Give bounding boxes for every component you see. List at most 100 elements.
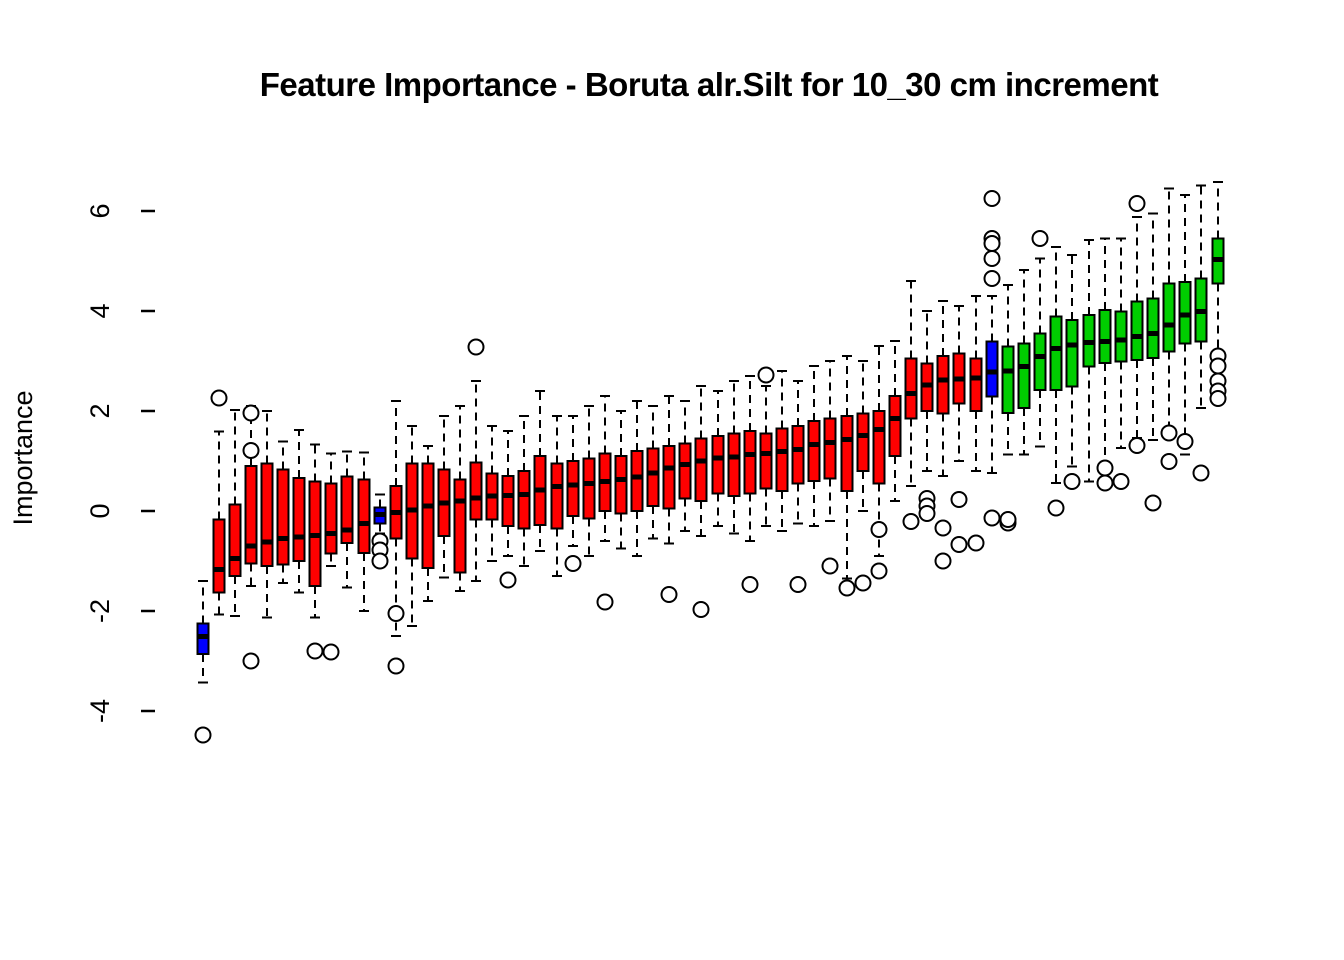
boxplot	[1144, 212, 1162, 512]
boxplot	[194, 580, 212, 744]
boxplot	[1128, 195, 1146, 454]
boxplot	[999, 284, 1017, 532]
boxplot	[357, 451, 371, 612]
box-iqr	[662, 445, 676, 510]
outlier-point	[821, 557, 839, 575]
outlier-point	[967, 534, 985, 552]
outlier-point	[660, 586, 678, 603]
box-iqr	[823, 417, 837, 480]
outlier-point	[1128, 195, 1146, 212]
boxplot	[340, 450, 354, 589]
boxplot	[678, 400, 692, 532]
boxplot	[564, 415, 582, 572]
boxplot	[807, 365, 821, 527]
boxplot	[934, 300, 952, 570]
outlier-point	[194, 726, 212, 744]
outlier-point	[918, 505, 936, 522]
boxplot	[775, 370, 789, 532]
box-iqr	[357, 478, 371, 554]
outlier-point	[1031, 230, 1049, 247]
outlier-point	[371, 552, 389, 570]
boxplot	[1017, 269, 1031, 456]
boxplot	[533, 390, 547, 552]
boxplot	[1160, 187, 1178, 470]
box-iqr	[711, 435, 725, 495]
boxplot	[596, 395, 614, 611]
y-axis-tick-label: 0	[85, 503, 115, 518]
boxplot	[1063, 254, 1081, 490]
outlier-point	[789, 576, 807, 593]
box-iqr	[678, 442, 692, 500]
box-iqr	[840, 415, 854, 492]
boxplot	[870, 345, 888, 580]
outlier-point	[596, 593, 614, 611]
outlier-point	[950, 536, 968, 553]
outlier-point	[210, 389, 228, 407]
boxplot	[421, 445, 435, 602]
boxplot	[322, 452, 340, 661]
box-iqr	[872, 410, 886, 485]
y-axis-tick-label: 4	[85, 303, 115, 318]
outlier-point	[1144, 494, 1162, 512]
outlier-point	[387, 657, 405, 675]
boxplot	[646, 405, 660, 540]
box-iqr	[501, 475, 515, 527]
boxplot	[1192, 184, 1210, 482]
outlier-point	[1160, 453, 1178, 470]
box-iqr	[759, 432, 773, 490]
outlier-point	[950, 491, 968, 508]
boxplot	[1112, 237, 1130, 490]
box-iqr	[1098, 309, 1112, 364]
boxplot	[967, 295, 985, 552]
box-iqr	[550, 462, 564, 530]
outlier-point	[1128, 437, 1146, 454]
outlier-point	[757, 366, 775, 384]
box-iqr	[276, 468, 290, 566]
boxplot	[1082, 239, 1096, 483]
outlier-point	[934, 552, 952, 570]
outlier-point	[1047, 499, 1065, 517]
boxplot	[371, 493, 389, 570]
boxplot	[485, 425, 499, 562]
outlier-point	[838, 579, 856, 597]
boxplot	[838, 355, 856, 597]
outlier-point	[1160, 424, 1178, 442]
box-iqr	[453, 478, 467, 574]
y-axis-ticks: 6 4 2 0 -2 -4	[85, 203, 155, 723]
boxplot	[467, 338, 485, 582]
box-iqr	[292, 477, 306, 562]
outlier-point	[854, 574, 872, 592]
boxplot	[902, 280, 920, 530]
outlier-point	[467, 338, 485, 356]
y-axis-tick-label: -2	[85, 599, 115, 623]
outlier-point	[870, 521, 888, 538]
boxplot	[453, 405, 467, 592]
box-iqr	[1017, 342, 1031, 409]
outlier-point	[1209, 357, 1227, 375]
box-iqr	[904, 357, 918, 420]
outlier-point	[1096, 459, 1114, 477]
box-iqr	[340, 475, 354, 544]
boxplot	[789, 380, 807, 593]
box-iqr	[694, 437, 708, 502]
box-iqr	[985, 340, 999, 398]
box-iqr	[566, 460, 580, 517]
y-axis-tick-label: 6	[85, 203, 115, 218]
boxplot	[387, 400, 405, 675]
boxplot	[950, 305, 968, 553]
box-iqr	[630, 450, 644, 512]
box-iqr	[969, 357, 983, 412]
boxplot-series	[194, 181, 1227, 744]
boxplot	[582, 405, 596, 557]
box-iqr	[614, 455, 628, 515]
box-iqr	[517, 470, 531, 530]
boxplot	[854, 360, 872, 592]
box-iqr	[469, 461, 483, 521]
outlier-point	[902, 513, 920, 530]
outlier-point	[387, 605, 405, 622]
box-iqr	[228, 503, 242, 577]
outlier-point	[1063, 473, 1081, 490]
boxplot	[228, 409, 242, 617]
